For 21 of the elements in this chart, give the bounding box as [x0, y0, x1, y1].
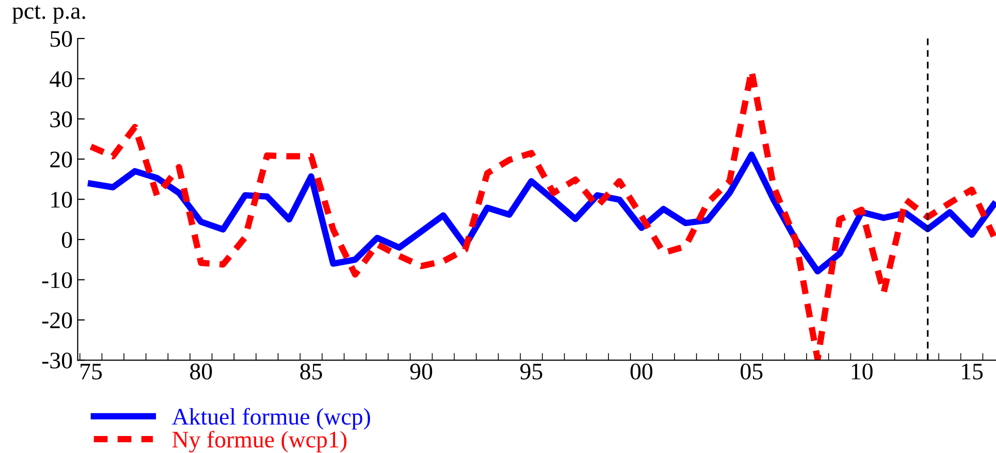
x-tick-label: 10 [852, 364, 873, 380]
x-tick-label: 05 [740, 364, 762, 380]
x-tick-label: 80 [190, 364, 212, 380]
x-tick-label: 90 [410, 364, 432, 380]
x-tick-label: 75 [80, 364, 102, 380]
y-tick-label: 40 [50, 71, 72, 88]
legend-label: Ny formue (wcp1) [172, 430, 346, 452]
y-tick-label: -10 [42, 272, 72, 288]
legend-label: Aktuel formue (wcp) [172, 408, 370, 430]
y-tick-label: -20 [42, 312, 72, 328]
x-tick-label: 00 [630, 364, 652, 380]
y-tick-label: 0 [62, 232, 72, 248]
y-tick-label: 10 [51, 192, 72, 208]
x-tick-label: 15 [962, 364, 983, 380]
y-tick-label: 30 [50, 111, 72, 128]
y-tick-label: 50 [50, 30, 72, 47]
y-axis-title: pct. p.a. [12, 5, 86, 24]
x-tick-label: 85 [300, 364, 322, 380]
y-tick-label: 20 [50, 152, 72, 168]
x-tick-label: 95 [520, 364, 542, 380]
y-tick-label: -30 [42, 352, 72, 369]
